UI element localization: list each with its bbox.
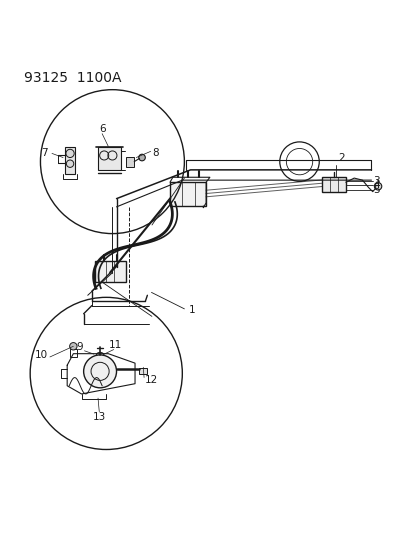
- Text: 10: 10: [35, 350, 48, 360]
- Bar: [65, 147, 75, 174]
- Text: 8: 8: [152, 148, 159, 158]
- Circle shape: [373, 183, 381, 190]
- Text: 12: 12: [145, 375, 158, 385]
- Bar: [70, 349, 76, 357]
- Bar: [139, 368, 147, 374]
- Circle shape: [66, 160, 74, 167]
- Bar: [126, 157, 134, 167]
- Circle shape: [66, 149, 74, 158]
- Bar: [321, 177, 345, 192]
- Text: 6: 6: [99, 124, 105, 134]
- Circle shape: [69, 343, 77, 350]
- Text: 7: 7: [41, 148, 48, 158]
- Text: 9: 9: [76, 342, 83, 352]
- Text: 93125  1100A: 93125 1100A: [24, 71, 121, 85]
- Text: 11: 11: [109, 340, 122, 350]
- Bar: [98, 147, 120, 170]
- Text: 13: 13: [93, 411, 106, 422]
- Text: 3: 3: [373, 176, 379, 186]
- Text: 1: 1: [188, 305, 195, 315]
- Circle shape: [138, 154, 145, 161]
- Text: 2: 2: [337, 153, 344, 163]
- Text: 4: 4: [373, 181, 379, 190]
- Circle shape: [83, 355, 116, 388]
- Text: 5: 5: [373, 184, 379, 195]
- Bar: [170, 182, 206, 206]
- Bar: [95, 261, 126, 282]
